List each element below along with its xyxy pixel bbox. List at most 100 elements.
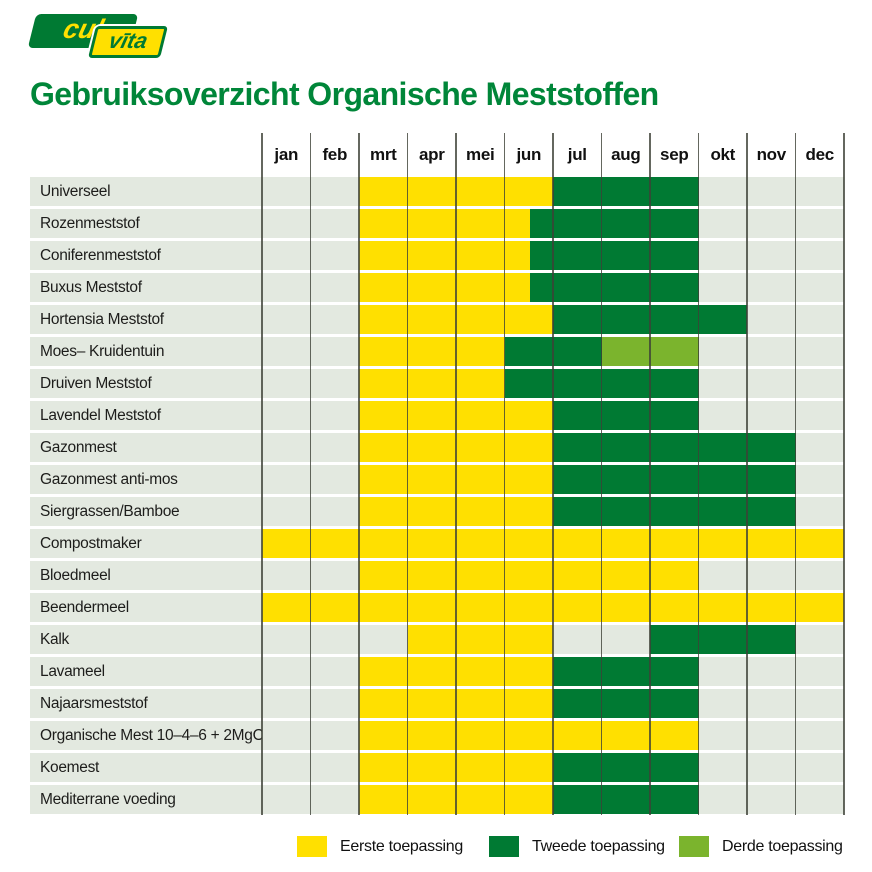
calendar-cell [456,465,505,494]
calendar-cell [601,593,650,622]
calendar-cell [456,273,505,302]
month-label: aug [611,145,641,164]
calendar-cell [601,657,650,686]
row-label: Buxus Meststof [30,273,262,302]
calendar-cell [650,401,699,430]
calendar-cell [747,785,796,814]
calendar-cell [553,721,602,750]
calendar-cell [601,753,650,782]
calendar-cell [310,721,359,750]
calendar-cell [359,369,408,398]
row-label: Mediterrane voeding [30,785,262,814]
calendar-cell [795,465,844,494]
calendar-cell [359,689,408,718]
calendar-cell [310,785,359,814]
calendar-cell [504,369,553,398]
calendar-cell [456,401,505,430]
row-label: Universeel [30,177,262,206]
legend: Eerste toepassing Tweede toepassing Derde … [0,836,872,858]
calendar-cell [601,337,650,366]
month-label: jan [274,145,299,164]
calendar-cell [359,753,408,782]
calendar-cell [262,241,311,270]
row-label: Koemest [30,753,262,782]
calendar-cell [310,657,359,686]
calendar-cell [407,497,456,526]
calendar-cell [262,657,311,686]
calendar-cell [795,721,844,750]
calendar-cell [310,593,359,622]
calendar-cell [407,561,456,590]
table-row: Compostmaker [30,529,844,558]
calendar-cell [601,497,650,526]
calendar-cell [747,241,796,270]
calendar-cell [262,753,311,782]
calendar-cell [650,209,699,238]
calendar-cell [650,785,699,814]
month-label: mrt [370,145,397,164]
calendar-cell [795,241,844,270]
month-label: feb [322,145,348,164]
table-row: Beendermeel [30,593,844,622]
calendar-cell [359,273,408,302]
calendar-cell [698,209,747,238]
table-row: Coniferenmeststof [30,241,844,270]
month-label: sep [660,145,689,164]
calendar-cell [650,337,699,366]
month-header-row: jan feb mrt apr mei jun jul aug sep okt nov dec [30,133,844,177]
calendar-cell [698,401,747,430]
calendar-cell [504,689,553,718]
calendar-cell [456,209,505,238]
calendar-cell [650,241,699,270]
calendar-cell [601,785,650,814]
table-row: Siergrassen/Bamboe [30,497,844,526]
calendar-cell [359,241,408,270]
month-label: jun [516,145,542,164]
fertilizer-calendar-table: jan feb mrt apr mei jun jul aug sep okt nov dec Uni… [30,133,845,817]
calendar-cell [553,273,602,302]
calendar-cell [407,785,456,814]
calendar-cell [747,305,796,334]
calendar-cell [553,369,602,398]
calendar-cell [456,433,505,462]
calendar-cell [601,177,650,206]
calendar-cell [456,689,505,718]
calendar-cell [310,241,359,270]
calendar-cell [795,529,844,558]
calendar-cell [262,177,311,206]
calendar-cell [359,657,408,686]
calendar-cell [553,209,602,238]
calendar-cell [698,625,747,654]
calendar-cell [359,593,408,622]
table-row: Buxus Meststof [30,273,844,302]
calendar-cell [698,465,747,494]
calendar-cell [359,625,408,654]
calendar-cell [650,657,699,686]
calendar-cell [456,721,505,750]
calendar-cell [310,689,359,718]
calendar-cell [747,657,796,686]
calendar-cell [747,209,796,238]
calendar-cell [650,177,699,206]
table-row: Druiven Meststof [30,369,844,398]
calendar-cell [747,625,796,654]
row-label: Beendermeel [30,593,262,622]
calendar-cell [650,561,699,590]
row-label: Siergrassen/Bamboe [30,497,262,526]
calendar-cell [504,721,553,750]
calendar-cell [407,721,456,750]
calendar-cell [601,273,650,302]
row-label: Kalk [30,625,262,654]
calendar-cell [456,241,505,270]
calendar-cell [553,529,602,558]
calendar-cell [407,241,456,270]
calendar-cell [359,561,408,590]
calendar-cell [601,241,650,270]
calendar-cell [407,689,456,718]
row-label: Lavameel [30,657,262,686]
calendar-cell [456,369,505,398]
calendar-cell [456,657,505,686]
calendar-cell [504,593,553,622]
calendar-cell [262,593,311,622]
